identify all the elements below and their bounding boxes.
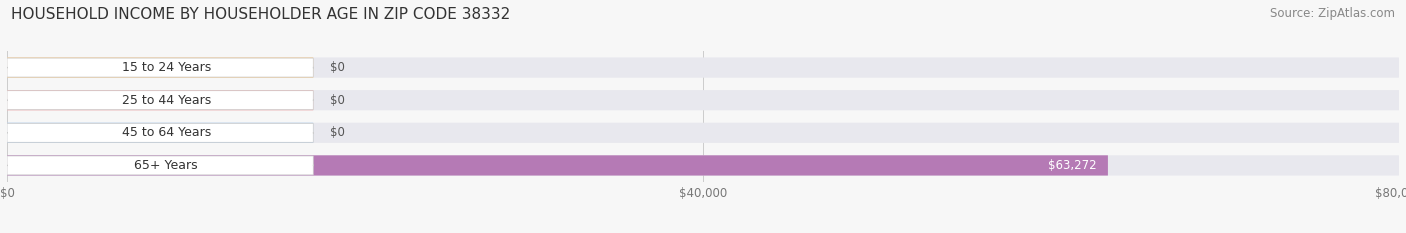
Text: Source: ZipAtlas.com: Source: ZipAtlas.com xyxy=(1270,7,1395,20)
Text: 25 to 44 Years: 25 to 44 Years xyxy=(122,94,211,107)
FancyBboxPatch shape xyxy=(7,58,1399,78)
Text: 45 to 64 Years: 45 to 64 Years xyxy=(122,126,211,139)
Text: $63,272: $63,272 xyxy=(1047,159,1097,172)
FancyBboxPatch shape xyxy=(7,90,1399,110)
FancyBboxPatch shape xyxy=(7,123,314,143)
FancyBboxPatch shape xyxy=(7,58,314,78)
FancyBboxPatch shape xyxy=(7,155,1108,175)
Text: 15 to 24 Years: 15 to 24 Years xyxy=(122,61,211,74)
FancyBboxPatch shape xyxy=(7,155,1399,175)
Text: $0: $0 xyxy=(330,61,344,74)
Text: $0: $0 xyxy=(330,94,344,107)
FancyBboxPatch shape xyxy=(7,123,314,142)
Text: HOUSEHOLD INCOME BY HOUSEHOLDER AGE IN ZIP CODE 38332: HOUSEHOLD INCOME BY HOUSEHOLDER AGE IN Z… xyxy=(11,7,510,22)
Text: 65+ Years: 65+ Years xyxy=(135,159,198,172)
FancyBboxPatch shape xyxy=(7,91,314,110)
FancyBboxPatch shape xyxy=(7,58,314,77)
FancyBboxPatch shape xyxy=(7,90,314,110)
FancyBboxPatch shape xyxy=(7,123,1399,143)
Text: $0: $0 xyxy=(330,126,344,139)
FancyBboxPatch shape xyxy=(7,156,314,175)
